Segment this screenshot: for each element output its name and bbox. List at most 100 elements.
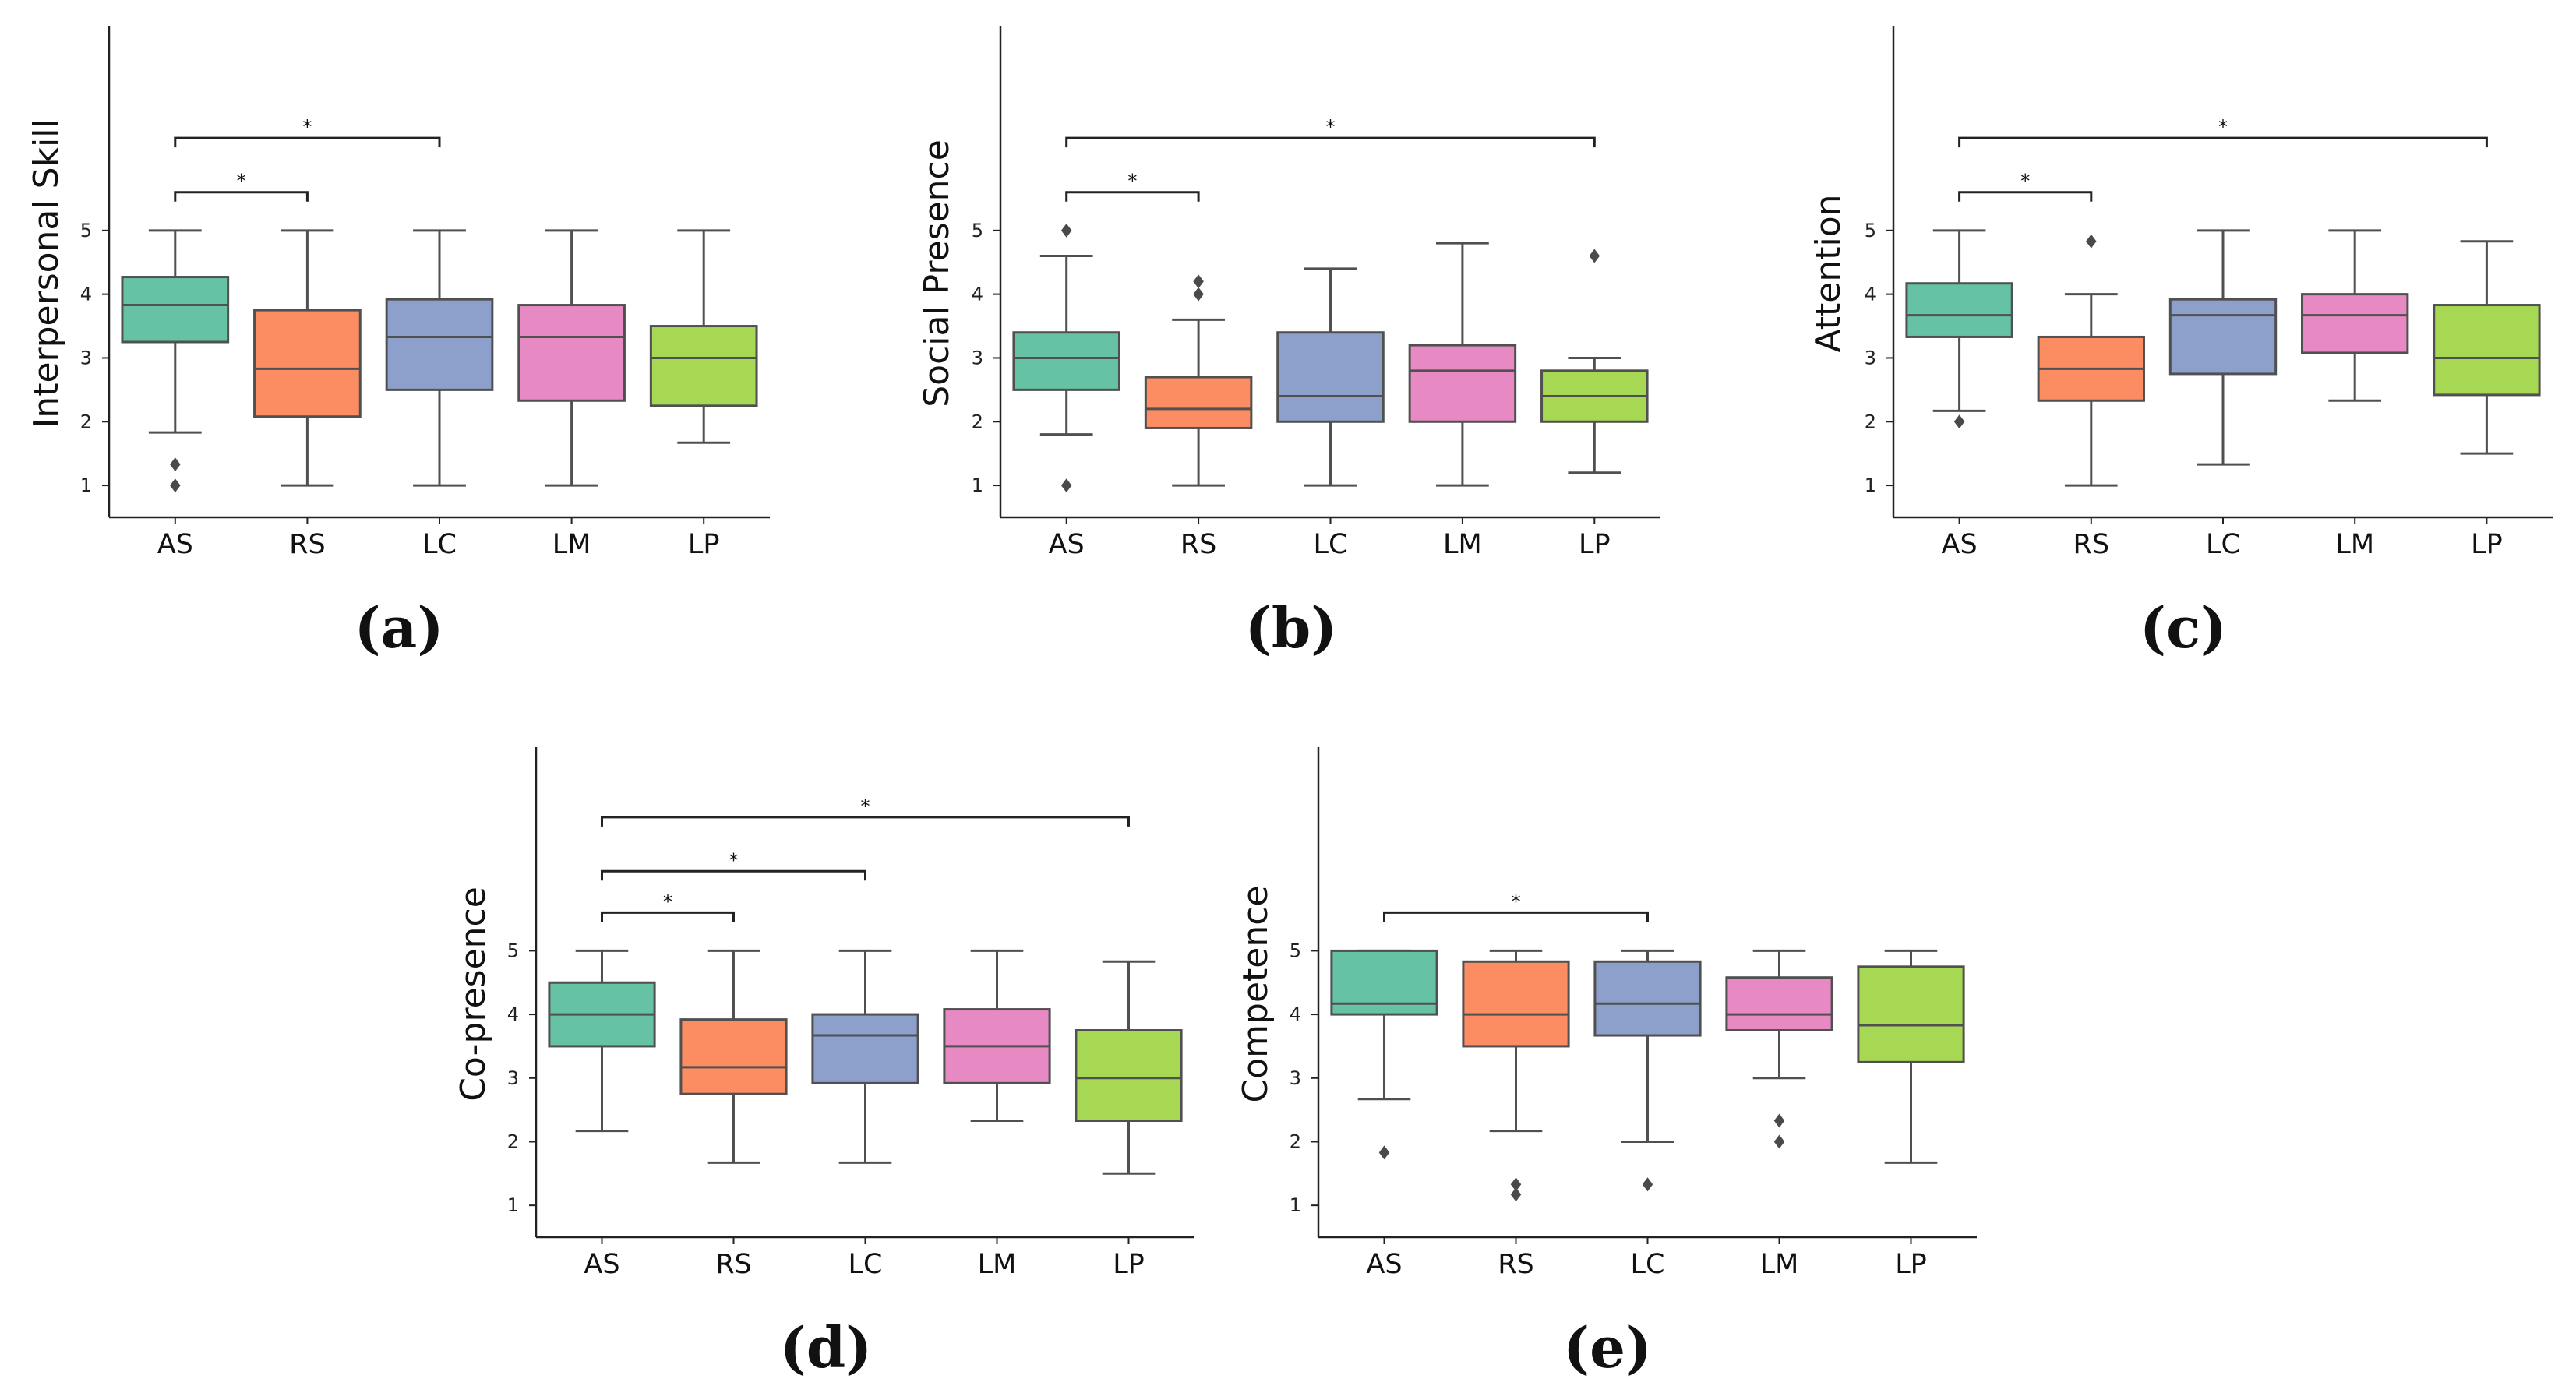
significance-star: * [2218,116,2228,138]
box-e-RS [1462,949,1570,1202]
significance-bracket [601,816,1130,827]
box-e-AS [1330,949,1438,1160]
box-iqr [385,298,494,391]
panel-label-b: (b) [1245,594,1337,661]
outlier-marker [1773,1134,1785,1149]
significance-bracket [174,191,309,202]
box-a-LP [649,229,758,444]
x-tick-label-a: LP [688,529,720,560]
x-tick-label-e: RS [1498,1249,1534,1280]
panel-c: 1 2 3 4 5 AS RS LC LM LP * * Attention (c) [1808,26,2553,661]
panel-label-c: (c) [2140,594,2227,661]
x-tick-label-d: LP [1113,1249,1145,1280]
ylabel-c: Attention [1808,194,1848,352]
x-tick-label-c: AS [1942,529,1978,560]
y-tick-label-a: 4 [80,284,92,305]
box-iqr [121,276,230,344]
ylabel-d: Co-presence [453,887,493,1102]
box-d-LP [1075,960,1183,1175]
box-iqr [811,1013,919,1084]
significance-star: * [1127,171,1137,192]
x-tick-label-a: RS [289,529,326,560]
box-iqr [679,1018,788,1095]
x-tick-label-b: LP [1579,529,1611,560]
outlier-marker [1193,287,1204,302]
y-tick-label-a: 3 [80,347,92,369]
plot-c: 1 2 3 4 5 AS RS LC LM LP * * [1865,26,2553,560]
x-tick-label-c: LP [2471,529,2503,560]
x-tick-label-b: LC [1314,529,1348,560]
significance-bracket [601,911,735,922]
y-tick-label-b: 3 [972,347,983,369]
box-d-LM [943,949,1051,1123]
box-a-AS [121,229,230,493]
y-tick-label-b: 5 [972,220,983,242]
box-b-AS [1012,223,1120,493]
box-a-LC [385,229,494,487]
panel-b: 1 2 3 4 5 AS RS LC LM LP * * Social Presence (b) [917,26,1660,661]
x-tick-label-d: LC [849,1249,883,1280]
x-tick-label-c: RS [2073,529,2110,560]
box-iqr [1593,960,1702,1037]
y-tick-label-c: 5 [1865,220,1876,242]
x-tick-label-c: LM [2335,529,2374,560]
y-tick-label-d: 5 [507,940,519,961]
significance-star: * [1326,116,1336,138]
outlier-marker [1589,249,1600,263]
y-tick-label-d: 1 [507,1194,519,1216]
box-d-RS [679,949,788,1164]
outlier-marker [1773,1113,1785,1128]
box-iqr [2168,298,2278,376]
outlier-marker [1060,478,1072,493]
y-tick-label-a: 5 [80,220,92,242]
y-tick-label-b: 1 [972,474,983,496]
box-iqr [1725,976,1833,1032]
significance-star: * [729,849,739,871]
box-a-RS [253,229,362,487]
x-tick-label-a: LM [552,529,591,560]
box-iqr [1144,376,1253,429]
ylabel-b: Social Presence [917,139,957,407]
panel-e: 1 2 3 4 5 AS RS LC LM LP * Competence (e) [1236,747,1977,1381]
y-tick-label-e: 3 [1290,1067,1301,1089]
box-e-LP [1857,949,1965,1164]
box-c-LC [2168,229,2278,466]
box-iqr [649,325,758,407]
box-a-LM [517,229,626,487]
outlier-marker [1642,1177,1653,1192]
significance-star: * [861,795,870,817]
box-b-LC [1276,267,1385,487]
box-iqr [1905,282,2013,338]
box-d-AS [548,949,656,1133]
x-tick-label-c: LC [2206,529,2240,560]
panel-label-d: (d) [780,1314,872,1381]
y-tick-label-e: 4 [1290,1003,1301,1025]
significance-star: * [302,116,312,138]
outlier-marker [1510,1177,1522,1192]
outlier-marker [2086,234,2097,249]
x-tick-label-b: LM [1443,529,1482,560]
plot-b: 1 2 3 4 5 AS RS LC LM LP * * [972,26,1660,560]
x-tick-label-d: AS [584,1249,619,1280]
y-tick-label-a: 1 [80,474,92,496]
box-b-LM [1408,242,1517,487]
box-e-LM [1725,949,1833,1149]
outlier-marker [1060,223,1072,238]
box-iqr [1462,960,1570,1048]
ylabel-a: Interpersonal Skill [26,118,66,428]
box-iqr [1408,344,1517,423]
y-tick-label-c: 4 [1865,284,1876,305]
significance-star: * [237,171,246,192]
significance-star: * [2020,171,2030,192]
box-iqr [1330,949,1438,1016]
y-tick-label-c: 2 [1865,411,1876,432]
y-tick-label-d: 3 [507,1067,519,1089]
y-tick-label-a: 2 [80,411,92,432]
significance-bracket [174,136,441,148]
box-c-RS [2037,234,2145,487]
box-b-LP [1540,249,1649,474]
plot-e: 1 2 3 4 5 AS RS LC LM LP * [1290,747,1977,1280]
box-b-RS [1144,274,1253,487]
significance-star: * [663,890,672,912]
x-tick-label-e: LC [1631,1249,1665,1280]
